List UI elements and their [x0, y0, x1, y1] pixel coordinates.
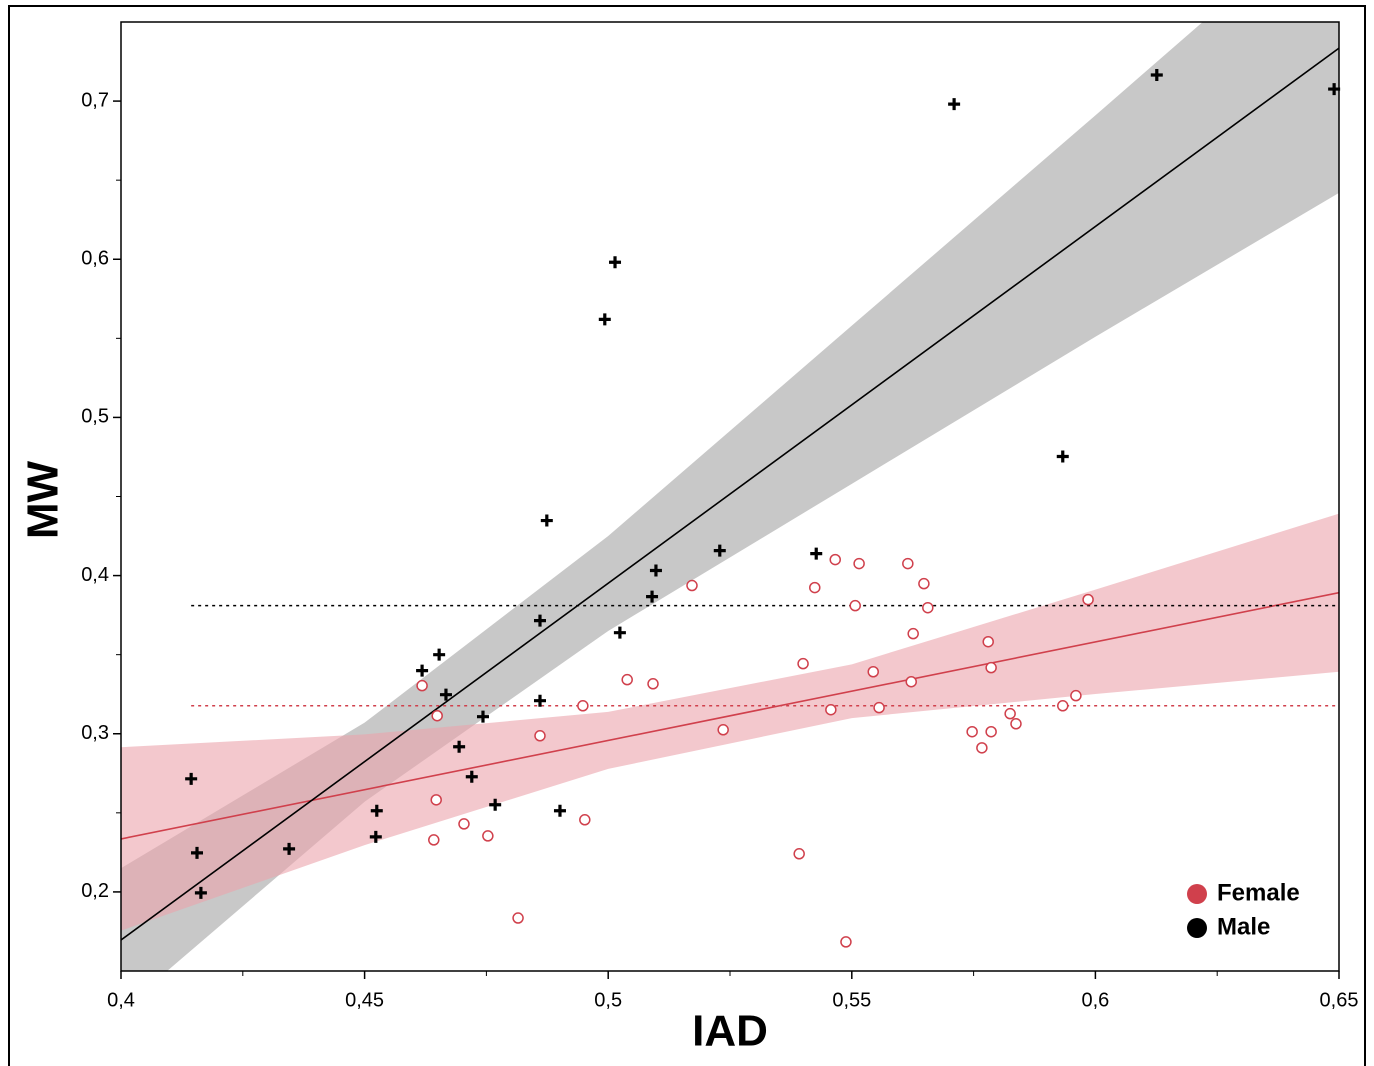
point	[918, 577, 930, 590]
point	[609, 256, 622, 269]
legend-label: Female	[1217, 879, 1300, 906]
point	[416, 679, 428, 692]
point	[430, 794, 442, 806]
y-tick-label: 0,6	[81, 248, 109, 270]
point	[416, 664, 429, 677]
point	[810, 547, 823, 560]
point	[613, 626, 626, 639]
point	[1150, 68, 1163, 81]
point	[713, 544, 726, 557]
point	[512, 912, 524, 924]
points	[185, 68, 1341, 948]
point	[1328, 83, 1341, 96]
point	[976, 742, 988, 754]
point	[540, 514, 553, 527]
point	[458, 818, 470, 830]
legend-swatch	[1187, 884, 1207, 904]
point	[185, 772, 198, 785]
point	[1082, 593, 1094, 606]
point	[553, 804, 566, 817]
point	[647, 678, 659, 690]
point	[533, 614, 546, 627]
legend-label: Male	[1217, 913, 1270, 940]
lines	[121, 47, 1339, 941]
outer-frame	[8, 5, 1366, 1066]
point	[1004, 707, 1016, 720]
point	[283, 842, 296, 855]
y-axis-title: MW	[19, 460, 68, 539]
point	[873, 701, 885, 714]
point	[829, 553, 841, 566]
point	[194, 886, 207, 899]
x-tick-label: 0,4	[107, 989, 135, 1011]
point	[370, 804, 383, 817]
y-tick-label: 0,2	[81, 880, 109, 902]
point	[533, 694, 546, 707]
point	[793, 848, 805, 860]
point	[809, 581, 821, 594]
point	[825, 703, 837, 716]
legend-swatch	[1187, 918, 1207, 938]
point	[985, 661, 997, 674]
bands	[121, 22, 1339, 971]
point	[985, 725, 997, 738]
y-tick-label: 0,5	[81, 406, 109, 428]
confidence-band	[121, 513, 1339, 931]
point	[849, 599, 861, 612]
x-axis-title: IAD	[692, 1007, 768, 1056]
point	[840, 936, 852, 948]
point	[646, 590, 659, 603]
point	[797, 657, 809, 670]
x-tick-label: 0,5	[594, 989, 622, 1011]
point	[867, 665, 879, 678]
point	[853, 557, 865, 570]
regression-line	[121, 47, 1339, 941]
point	[1070, 689, 1082, 702]
point	[534, 730, 546, 742]
point	[489, 798, 502, 811]
point	[453, 740, 466, 753]
point	[948, 98, 961, 111]
point	[621, 673, 633, 686]
x-tick-label: 0,65	[1320, 989, 1359, 1011]
point	[433, 648, 446, 661]
x-tick-label: 0,55	[832, 989, 871, 1011]
point	[902, 557, 914, 570]
point	[577, 700, 589, 712]
point	[1056, 450, 1069, 463]
point	[1010, 718, 1022, 730]
legend: Female Male	[1187, 879, 1300, 940]
regression-line	[121, 591, 1339, 840]
point	[476, 710, 489, 723]
point	[649, 564, 662, 577]
point	[1057, 700, 1069, 712]
point	[598, 313, 611, 326]
point	[191, 846, 204, 859]
point	[717, 724, 729, 736]
point	[966, 725, 978, 738]
y-tick-label: 0,4	[81, 564, 109, 586]
point	[905, 675, 917, 688]
point	[439, 688, 452, 701]
axes: 0,4 0,45 0,5 0,55 0,6 0,65 0,2 0,3 0,4 0,5 0,6 0,7	[81, 89, 1358, 1011]
point	[465, 770, 478, 783]
point	[922, 601, 934, 614]
point	[686, 579, 698, 592]
point	[369, 830, 382, 843]
point	[428, 834, 440, 846]
y-tick-label: 0,3	[81, 722, 109, 744]
point	[482, 830, 494, 842]
x-tick-label: 0,45	[345, 989, 384, 1011]
point	[579, 814, 591, 826]
x-tick-label: 0,6	[1081, 989, 1109, 1011]
y-tick-label: 0,7	[81, 89, 109, 111]
point	[982, 635, 994, 648]
point	[907, 627, 919, 640]
point	[431, 709, 443, 722]
